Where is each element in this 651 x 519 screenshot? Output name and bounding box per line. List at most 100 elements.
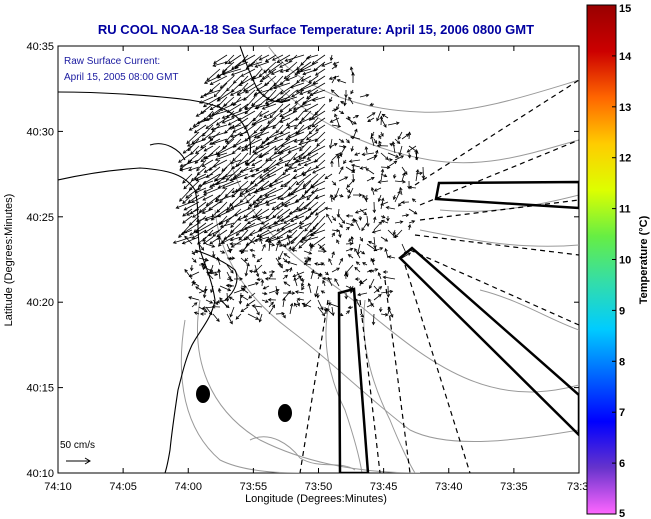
current-vector-head	[212, 233, 217, 237]
current-vector	[352, 166, 355, 173]
current-vector-head	[390, 314, 394, 318]
current-vector-head	[358, 217, 362, 221]
current-vector	[296, 124, 312, 134]
current-vector	[329, 96, 333, 102]
current-vector	[298, 201, 312, 212]
current-vector	[188, 166, 200, 171]
current-vector	[196, 215, 214, 222]
current-vector-head	[370, 135, 374, 140]
current-vector-head	[351, 71, 355, 76]
current-vector	[245, 236, 256, 245]
current-vector-head	[368, 269, 373, 273]
current-vector	[279, 96, 298, 103]
current-vector	[173, 236, 193, 244]
current-vector	[230, 236, 242, 241]
current-vector-head	[245, 162, 250, 166]
current-vector	[303, 194, 319, 210]
current-vector	[319, 243, 326, 249]
current-vector	[394, 191, 401, 203]
current-vector	[331, 194, 335, 201]
current-vector	[235, 152, 249, 167]
current-vector-head	[256, 233, 261, 238]
current-vector	[189, 271, 200, 277]
current-vector-head	[264, 58, 269, 63]
current-vector-head	[216, 318, 220, 323]
current-vector	[182, 236, 200, 244]
current-vector	[191, 257, 197, 263]
current-vector-head	[186, 140, 190, 145]
current-vector-head	[271, 57, 276, 61]
current-vector	[387, 160, 397, 168]
current-vector-head	[292, 175, 297, 180]
current-vector	[202, 194, 214, 201]
current-vector	[179, 187, 193, 202]
current-vector	[240, 194, 249, 203]
current-vector-head	[382, 275, 387, 280]
current-vector-head	[180, 231, 185, 236]
current-vector-head	[256, 87, 260, 91]
current-vector	[354, 219, 361, 231]
current-vector-head	[212, 63, 217, 67]
current-vector-head	[204, 217, 209, 222]
current-vector	[387, 229, 397, 238]
shipping-lanes	[299, 79, 579, 473]
current-vector-head	[305, 136, 310, 141]
current-vector-head	[407, 154, 412, 159]
current-vector-head	[288, 107, 293, 112]
current-vector-head	[393, 160, 398, 165]
current-vector-head	[279, 91, 284, 95]
current-vector	[239, 180, 256, 195]
current-vector	[336, 103, 340, 110]
current-vector-head	[298, 225, 303, 229]
current-vector-head	[184, 235, 188, 240]
current-vector-head	[314, 195, 319, 200]
current-vector-head	[179, 163, 184, 168]
current-vector-head	[355, 261, 360, 265]
current-vector	[308, 75, 319, 83]
current-vector-head	[333, 64, 338, 69]
current-vector	[258, 222, 277, 232]
current-vector-head	[260, 221, 265, 225]
current-vector-head	[281, 311, 285, 316]
current-vector-head	[197, 241, 201, 245]
current-vector-head	[217, 74, 222, 79]
current-vector-head	[306, 95, 310, 100]
current-vector	[244, 173, 256, 179]
current-vector	[256, 82, 270, 91]
current-vector	[194, 124, 207, 134]
current-vector	[373, 286, 382, 294]
current-vector-head	[349, 289, 354, 294]
current-vector	[273, 215, 291, 225]
current-vector	[268, 304, 275, 315]
current-vector-head	[377, 272, 382, 276]
current-vector	[276, 89, 291, 102]
current-vector-head	[375, 149, 379, 154]
current-vector-head	[252, 121, 257, 126]
current-vector	[217, 152, 228, 157]
current-vector	[290, 82, 305, 89]
current-vector	[276, 201, 291, 210]
current-vector-head	[408, 185, 413, 190]
current-vector-head	[384, 248, 388, 252]
current-vector	[304, 180, 319, 194]
current-vector-head	[290, 240, 295, 245]
current-vector-head	[327, 276, 331, 281]
current-vector-head	[254, 214, 259, 218]
current-vector	[203, 187, 214, 193]
current-vector-head	[298, 208, 302, 212]
current-vector	[182, 215, 193, 224]
current-vector	[222, 110, 242, 119]
current-vector	[176, 201, 193, 209]
current-vector	[301, 278, 305, 287]
current-vector	[210, 285, 214, 293]
current-vector-head	[302, 155, 307, 159]
current-vector	[366, 268, 378, 273]
current-vector	[296, 152, 312, 162]
current-vector	[243, 82, 256, 92]
current-vector-head	[302, 185, 307, 190]
current-vector-head	[294, 198, 299, 203]
current-vector-head	[262, 286, 267, 290]
current-vector-head	[347, 305, 352, 310]
current-vector-head	[256, 258, 261, 263]
current-vector	[240, 257, 250, 266]
